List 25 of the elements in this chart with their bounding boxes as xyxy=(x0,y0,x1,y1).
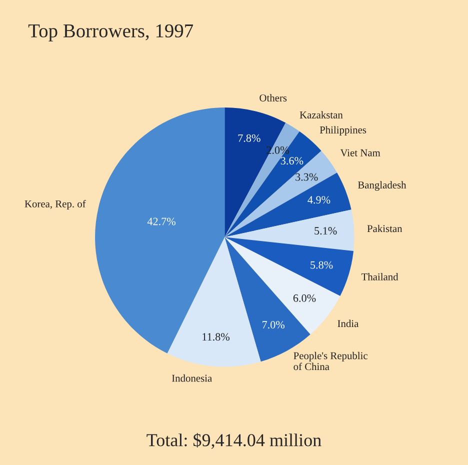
slice-label: Kazakstan xyxy=(300,111,343,118)
slice-label: People's Republic of China xyxy=(294,352,368,370)
data-label: 42.7% xyxy=(147,218,176,226)
slice-label: Others xyxy=(260,94,287,102)
data-label: 6.0% xyxy=(293,294,316,302)
data-label: 11.8% xyxy=(202,333,230,341)
slice-label: Indonesia xyxy=(172,374,212,382)
chart-title: Top Borrowers, 1997 xyxy=(28,24,194,42)
data-label: 7.0% xyxy=(262,321,285,329)
slice-label: Viet Nam xyxy=(340,149,380,156)
pie-slice xyxy=(224,210,354,251)
slice-label: Korea, Rep. of xyxy=(24,200,86,210)
data-label: 5.8% xyxy=(310,261,333,269)
data-label: 7.8% xyxy=(238,134,260,142)
slice-label: Philippines xyxy=(320,126,366,136)
data-label: 3.3% xyxy=(296,173,318,181)
slice-label: India xyxy=(338,320,359,328)
data-label: 5.1% xyxy=(314,227,337,235)
data-label: 4.9% xyxy=(308,196,330,204)
slice-label: Pakistan xyxy=(367,224,402,232)
slice-label: Thailand xyxy=(361,273,398,280)
pie-slice xyxy=(167,237,261,367)
text: Total: $9,414.04 million xyxy=(146,433,322,449)
slice-label: Bangladesh xyxy=(358,181,406,191)
data-label: 3.6% xyxy=(280,157,304,165)
